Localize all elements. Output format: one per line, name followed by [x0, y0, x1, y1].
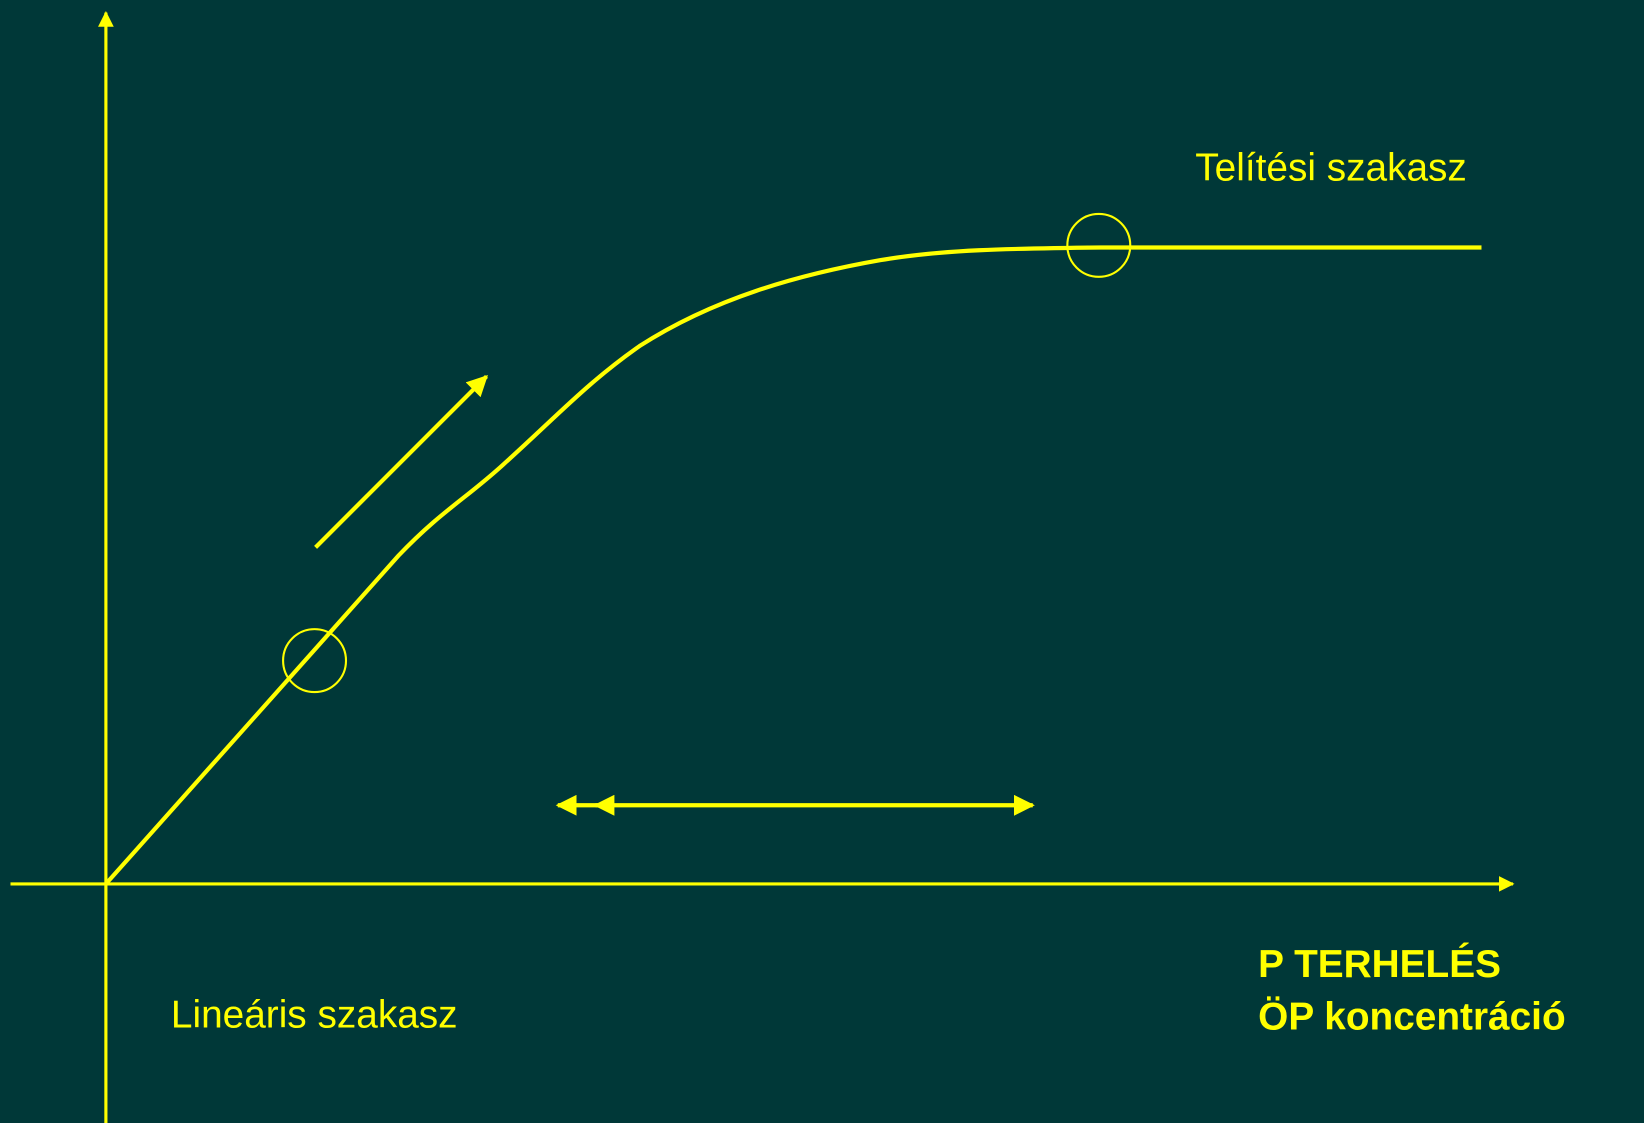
linear-point: [282, 628, 348, 694]
linear-label: Lineáris szakasz: [171, 994, 458, 1037]
x-axis-label: P TERHELÉS: [1258, 942, 1501, 986]
saturation-label: Telítési szakasz: [1195, 146, 1467, 189]
saturation-point: [1066, 212, 1132, 278]
x-axis-label: ÖP koncentráció: [1258, 996, 1566, 1039]
saturation-curve: [104, 245, 1482, 886]
rise-arrow: [314, 374, 488, 549]
